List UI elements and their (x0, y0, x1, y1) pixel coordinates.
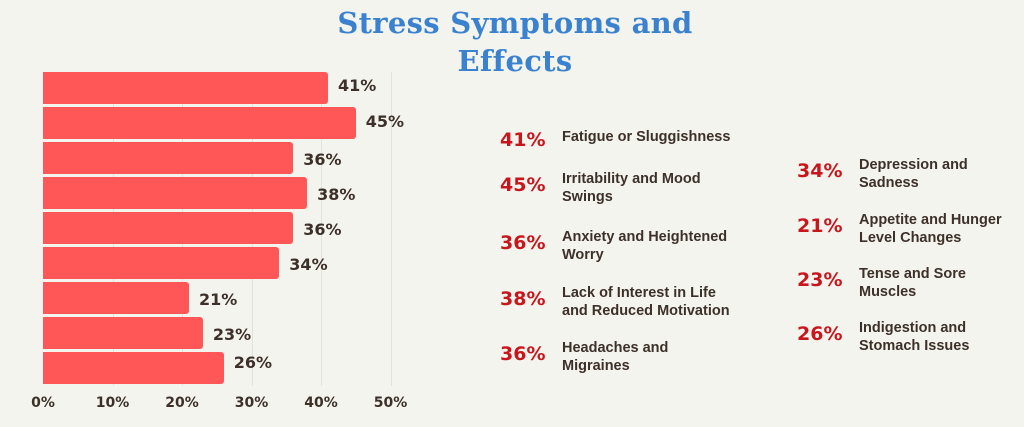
legend-label-line: Anxiety and Heightened (562, 229, 728, 245)
legend-label-line: Irritability and Mood (562, 171, 701, 187)
x-tick-label: 0% (31, 395, 55, 411)
legend-item: 41% Fatigue or Sluggishness (500, 128, 730, 151)
legend-percentage: 34% (797, 160, 843, 182)
x-tick-label: 20% (165, 395, 199, 411)
legend-item: 23% Tense and Sore Muscles (797, 265, 966, 301)
x-tick-label: 40% (304, 395, 338, 411)
legend-label-line: Level Changes (859, 230, 962, 246)
legend-label-line: and Reduced Motivation (562, 303, 730, 319)
legend-label-line: Muscles (859, 284, 917, 300)
chart-title: Stress Symptoms and Effects (337, 6, 693, 78)
gridline (321, 72, 322, 386)
legend-label-line: Headaches and (562, 340, 669, 356)
bar-value-label: 23% (212, 325, 252, 344)
legend-percentage: 21% (797, 215, 843, 237)
legend-item: 38% Lack of Interest in Life and Reduced M… (500, 284, 730, 320)
x-tick-label: 30% (234, 395, 269, 411)
legend-percentage: 41% (500, 129, 546, 151)
bar (43, 212, 294, 244)
bar-value-label: 36% (303, 150, 342, 169)
bar-value-label: 21% (198, 290, 238, 309)
legend-label-line: Migraines (562, 358, 630, 374)
bar (43, 317, 203, 349)
bar (43, 72, 328, 104)
legend-label-line: Worry (562, 247, 604, 263)
legend-percentage: 26% (797, 323, 843, 345)
legend-percentage: 38% (500, 288, 546, 310)
bar (43, 142, 294, 174)
legend-percentage: 36% (500, 232, 546, 254)
legend-percentage: 36% (500, 343, 546, 365)
legend-item: 34% Depression and Sadness (797, 156, 968, 192)
legend-item: 36% Anxiety and Heightened Worry (500, 228, 727, 264)
legend-label-line: Appetite and Hunger (859, 212, 1002, 228)
legend-label-line: Sadness (859, 175, 919, 191)
bar (43, 282, 189, 314)
x-tick-label: 10% (95, 395, 130, 411)
legend-item: 36% Headaches and Migraines (500, 339, 668, 375)
legend-percentage: 45% (500, 174, 546, 196)
legend-item: 21% Appetite and Hunger Level Changes (797, 211, 1002, 247)
bar (43, 247, 280, 279)
bar-value-label: 41% (337, 76, 377, 95)
legend-label-line: Stomach Issues (859, 338, 970, 354)
legend-label-line: Swings (562, 189, 613, 205)
x-tick-label: 50% (373, 395, 408, 411)
bar-value-label: 36% (303, 220, 342, 239)
legend-label-line: Indigestion and (859, 320, 967, 336)
gridline (390, 72, 392, 386)
bar-value-label: 38% (317, 185, 356, 204)
legend-label-line: Tense and Sore (859, 266, 966, 282)
legend-label-line: Lack of Interest in Life (562, 285, 716, 301)
bar-value-label: 34% (289, 255, 328, 274)
bar-value-label: 45% (365, 112, 405, 131)
legend-item: 45% Irritability and Mood Swings (500, 170, 701, 206)
bar-value-label: 26% (233, 353, 272, 372)
bar (43, 177, 308, 209)
legend-label-line: Fatigue or Sluggishness (562, 129, 731, 145)
legend-item: 26% Indigestion and Stomach Issues (797, 319, 969, 355)
legend-label-line: Depression and (859, 157, 968, 173)
bar-chart: 41% 45% 36% 38% 36% 34% 21% 23% 26% 0% 10% 20% 30% 4… (0, 0, 420, 427)
bar (43, 107, 356, 139)
legend-percentage: 23% (797, 269, 843, 291)
bar (43, 352, 224, 384)
